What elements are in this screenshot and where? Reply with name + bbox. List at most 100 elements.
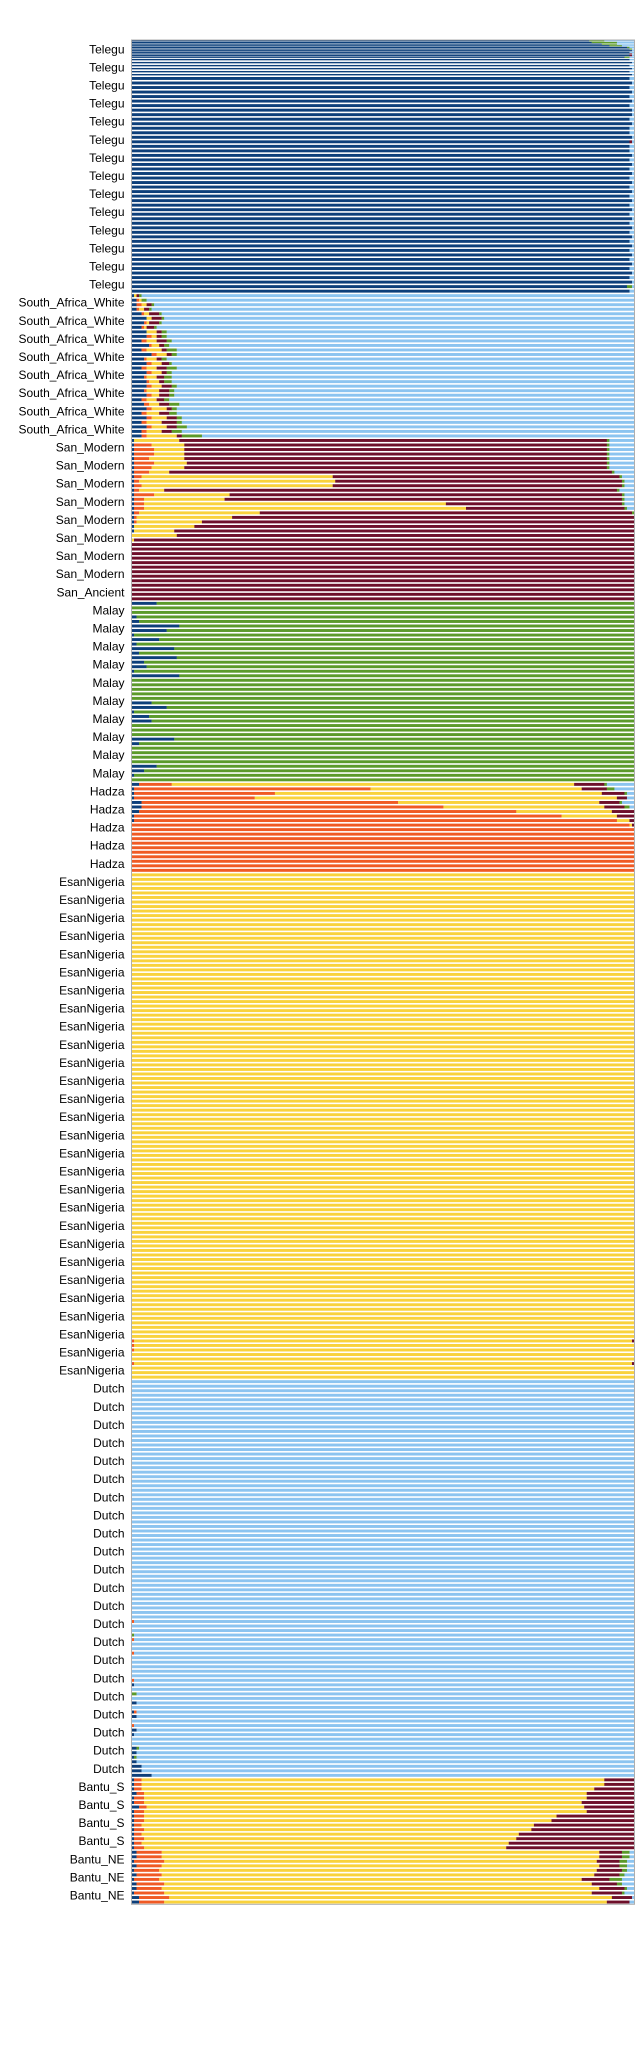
bar-segment-darkblue [131,167,630,171]
bar-segment-maroon [184,457,607,461]
bar-segment-green [151,701,635,705]
bar-segment-green [166,705,635,709]
bar-segment-orange [146,334,152,338]
bar-segment-orange [141,325,145,329]
bar-segment-lightblue [631,61,635,64]
bar-segment-orange [134,787,371,791]
bar-segment-darkblue [131,181,633,185]
bar-segment-darkblue [131,131,630,135]
bar-segment-darkblue [131,190,633,194]
bar-segment-maroon [184,443,607,447]
bar-segment-lightblue [131,1425,635,1429]
bar-segment-green [179,674,635,678]
bar-segment-darkblue [131,248,630,252]
y-tick-label: Hadza [90,839,125,853]
bar-segment-yellow [161,1887,600,1890]
bar-segment-lightblue [134,1678,635,1682]
bar-segment-darkblue [131,212,630,216]
bar-segment-lightblue [614,787,635,791]
bar-segment-maroon [159,389,170,393]
bar-segment-darkblue [131,199,633,203]
bar-segment-yellow [151,343,160,347]
bar-segment-darkblue [131,782,140,786]
bar-segment-yellow [151,334,157,338]
bar-segment-green [621,1850,630,1854]
bar-segment-maroon [159,380,165,384]
bar-segment-yellow [161,1864,600,1868]
bar-segment-orange [134,493,155,497]
bar-segment-yellow [616,819,630,823]
bar-segment-darkblue [131,357,145,361]
bar-segment-maroon [131,570,635,574]
y-tick-label: Telegu [89,169,124,183]
y-tick-label: San_Modern [56,513,125,527]
y-tick-label: Dutch [93,1508,124,1522]
bar-segment-darkblue [131,339,142,343]
bar-segment-maroon [556,1814,635,1818]
bar-segment-orange [146,371,152,375]
bar-segment-maroon [146,303,152,307]
bar-segment-darkblue [131,805,142,809]
bar-segment-lightblue [621,475,635,479]
bar-segment-darkblue [131,149,630,153]
bar-segment-lightblue [131,1429,635,1433]
bar-segment-orange [136,1873,162,1877]
y-tick-label: Dutch [93,1436,124,1450]
bar-segment-yellow [144,1796,587,1800]
bar-segment-darkblue [131,470,135,474]
bar-segment-yellow [134,1348,635,1352]
bar-segment-darkblue [131,343,150,347]
bar-segment-orange [141,805,444,809]
bar-segment-darkblue [131,819,135,823]
bar-segment-lightblue [131,1420,635,1424]
bar-segment-lightblue [629,203,635,207]
bar-segment-lightblue [171,371,635,375]
y-tick-label: Telegu [89,278,124,292]
bar-segment-darkblue [131,1755,135,1759]
bar-segment-lightblue [626,506,635,510]
bar-segment-orange [134,1810,145,1814]
bar-segment-lightblue [179,402,635,406]
bar-segment-lightblue [131,1615,635,1619]
bar-segment-maroon [601,791,625,795]
bar-segment-orange [131,1339,135,1343]
bar-segment-orange [139,810,517,813]
bar-segment-darkblue [131,791,135,795]
bar-segment-darkblue [131,235,633,239]
bar-segment-yellow [144,497,225,501]
bar-segment-darkblue [131,298,137,302]
bar-segment-darkblue [131,502,135,506]
bar-segment-darkblue [131,312,142,316]
bar-segment-yellow [131,1104,635,1108]
bar-segment-lightblue [134,1620,635,1623]
bar-segment-darkblue [131,135,633,139]
bar-segment-yellow [144,1814,557,1818]
bar-segment-lightblue [621,801,635,804]
bar-segment-lightblue [174,389,635,393]
bar-segment-darkblue [131,461,135,465]
bar-segment-orange [139,1805,147,1809]
bar-segment-lightblue [171,339,635,343]
bar-segment-maroon [184,452,607,456]
bar-segment-lightblue [631,140,635,144]
y-tick-label: Hadza [90,857,125,871]
bar-segment-orange [131,1344,135,1347]
bar-segment-maroon [161,371,167,375]
bar-segment-yellow [141,1787,595,1791]
bar-segment-lightblue [626,1859,635,1863]
bar-segment-yellow [146,357,157,361]
bar-segment-orange [134,457,150,461]
bar-segment-lightblue [134,1633,635,1637]
bar-segment-green [131,692,635,696]
bar-segment-green [166,371,172,375]
bar-segment-yellow [131,882,635,886]
bar-segment-yellow [151,416,167,420]
bar-segment-darkblue [131,620,140,623]
bar-segment-green [176,420,182,424]
bar-segment-yellow [144,1819,552,1823]
bar-segment-darkblue [131,705,167,709]
bar-segment-green [161,334,167,338]
bar-segment-orange [134,475,142,479]
bar-segment-orange [136,1791,145,1795]
bar-segment-yellow [134,524,195,528]
